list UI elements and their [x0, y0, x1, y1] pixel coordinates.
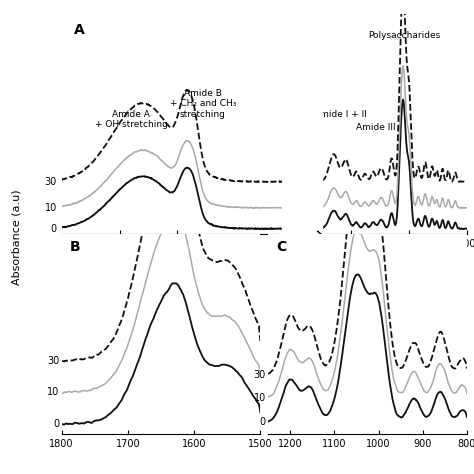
Text: Amide B
+ CH₂ and CH₃
stretching: Amide B + CH₂ and CH₃ stretching: [170, 89, 236, 119]
Text: 10: 10: [254, 393, 266, 403]
Text: Amide A
+ OH stretching: Amide A + OH stretching: [95, 110, 167, 129]
Text: B: B: [70, 240, 80, 254]
Text: Polysaccharides: Polysaccharides: [368, 31, 440, 40]
Text: Amide I + II: Amide I + II: [314, 110, 367, 119]
Text: 0: 0: [53, 419, 59, 429]
Text: Amide III: Amide III: [356, 123, 395, 132]
Text: 30: 30: [45, 177, 57, 187]
Text: 10: 10: [47, 387, 59, 398]
Text: A: A: [74, 23, 84, 37]
Text: 30: 30: [47, 356, 59, 366]
Text: Absorbance (a.u): Absorbance (a.u): [12, 189, 22, 285]
Text: 0: 0: [260, 417, 266, 427]
Text: C: C: [276, 240, 286, 254]
Text: 30: 30: [254, 370, 266, 380]
Text: 10: 10: [45, 203, 57, 213]
Bar: [282, 14, 322, 234]
Text: 0: 0: [51, 224, 57, 234]
